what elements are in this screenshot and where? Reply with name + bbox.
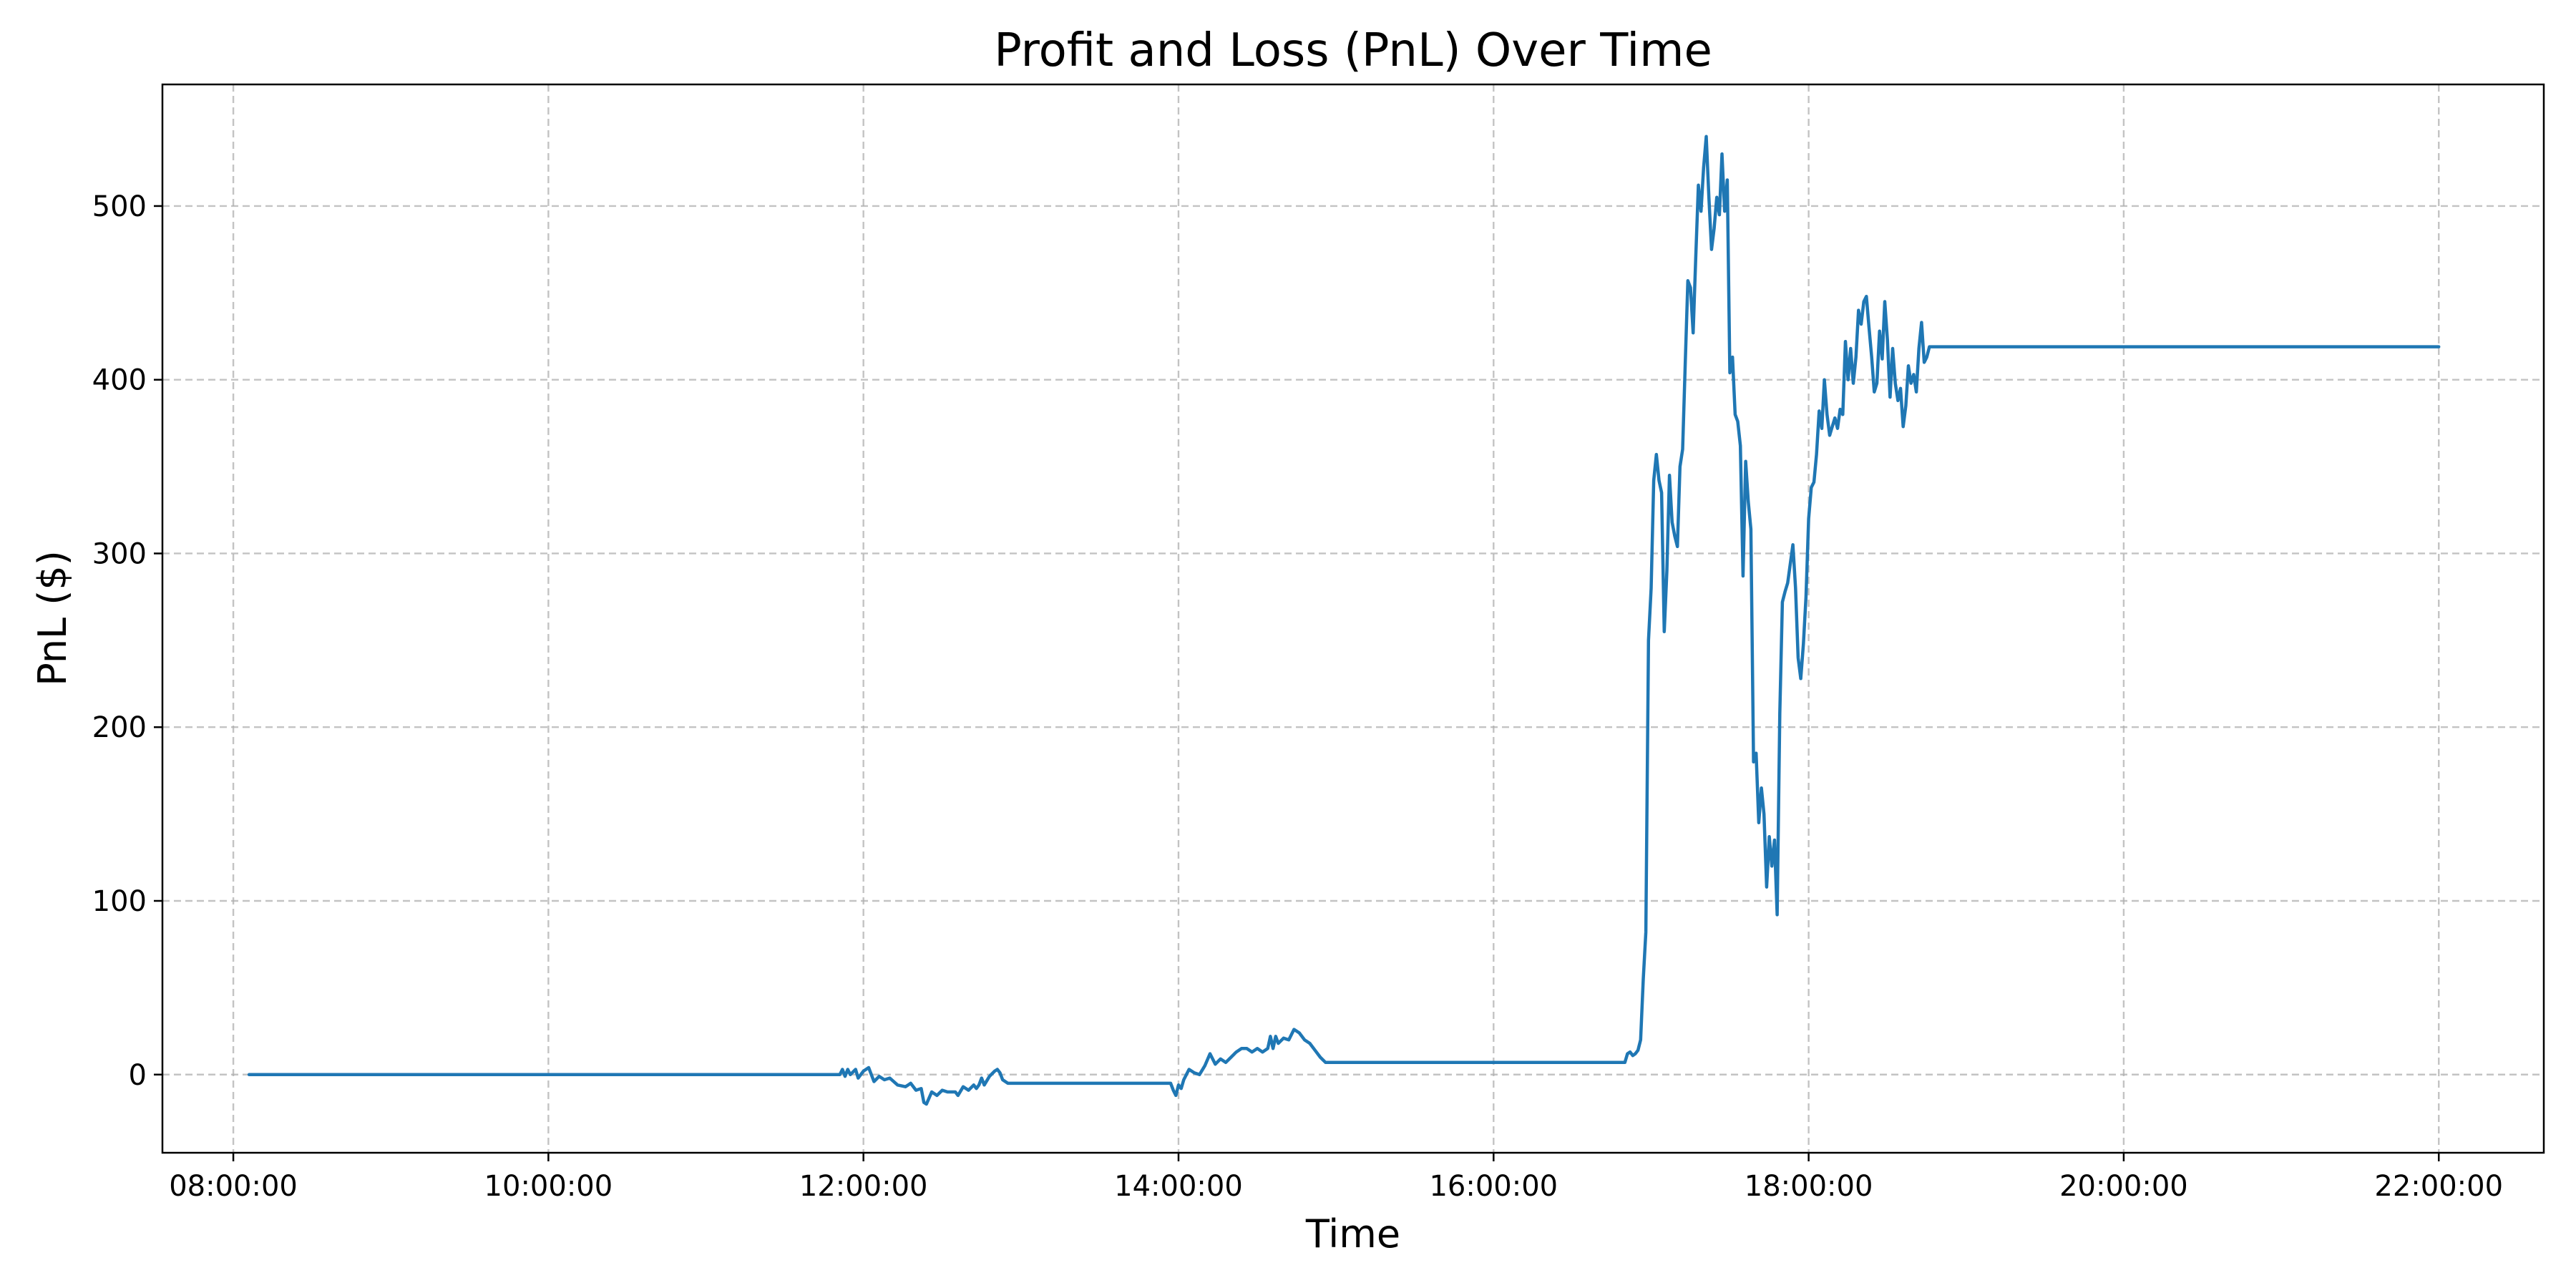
grid-lines	[162, 84, 2544, 1153]
y-tick-label: 300	[92, 537, 147, 570]
x-tick-label: 14:00:00	[1114, 1170, 1243, 1203]
y-tick-label: 100	[92, 885, 147, 918]
axis-ticks: 08:00:00 10:00:00 12:00:00 14:00:00 16:00:00…	[92, 190, 2503, 1203]
x-tick-label: 16:00:00	[1429, 1170, 1558, 1203]
plot-area-frame	[161, 83, 2545, 1154]
y-axis-label: PnL ($)	[30, 550, 75, 686]
x-tick-label: 10:00:00	[484, 1170, 613, 1203]
y-tick-label: 500	[92, 190, 147, 223]
pnl-series-line	[247, 135, 2441, 1106]
y-tick-label: 400	[92, 364, 147, 397]
y-tick-label: 0	[129, 1059, 147, 1092]
x-tick-label: 08:00:00	[169, 1170, 298, 1203]
chart-title: Profit and Loss (PnL) Over Time	[994, 24, 1712, 77]
x-tick-label: 12:00:00	[799, 1170, 928, 1203]
y-tick-label: 200	[92, 711, 147, 744]
x-axis-label: Time	[1305, 1211, 1400, 1257]
x-tick-label: 18:00:00	[1745, 1170, 1873, 1203]
x-tick-label: 20:00:00	[2059, 1170, 2188, 1203]
x-tick-label: 22:00:00	[2374, 1170, 2503, 1203]
series-layer	[247, 135, 2441, 1106]
